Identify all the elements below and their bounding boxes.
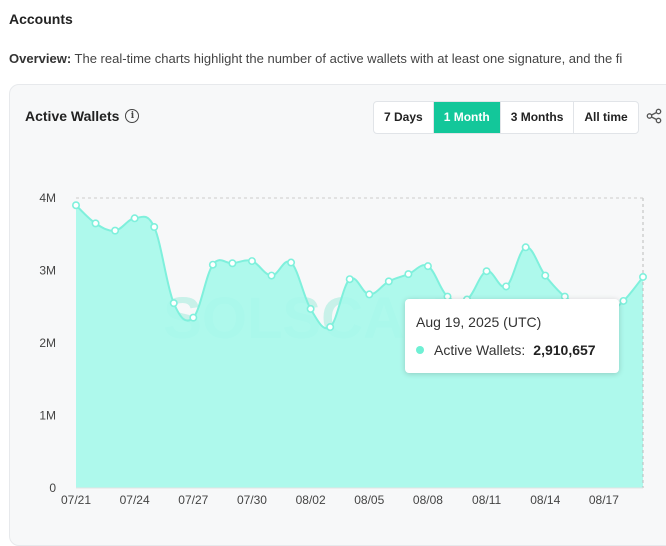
- data-point-07-22[interactable]: [91, 219, 100, 228]
- data-point-08-11[interactable]: [482, 267, 491, 276]
- range-button-1-month[interactable]: 1 Month: [433, 102, 501, 133]
- x-tick-label: 08/05: [354, 493, 384, 507]
- data-point-07-27[interactable]: [189, 313, 198, 322]
- time-range-selector: 7 Days 1 Month 3 Months All time: [373, 101, 639, 134]
- data-point-07-31[interactable]: [267, 271, 276, 280]
- data-point-07-24[interactable]: [130, 214, 139, 223]
- range-button-3-months[interactable]: 3 Months: [501, 102, 575, 133]
- series-marker-icon: [416, 346, 424, 354]
- data-point-07-26[interactable]: [169, 299, 178, 308]
- y-tick-label: 0: [49, 481, 56, 495]
- x-tick-label: 08/11: [472, 493, 501, 507]
- overview-label: Overview:: [9, 51, 72, 66]
- data-point-08-05[interactable]: [365, 290, 374, 299]
- chart-tooltip: Aug 19, 2025 (UTC) Active Wallets: 2,910…: [405, 299, 619, 373]
- data-point-08-04[interactable]: [345, 275, 354, 284]
- area-chart: SOLSCAN01M2M3M4M07/2107/2407/2707/3008/0…: [39, 191, 647, 507]
- x-tick-label: 08/08: [413, 493, 443, 507]
- x-tick-label: 07/24: [120, 493, 150, 507]
- x-tick-label: 08/14: [530, 493, 560, 507]
- range-button-7-days[interactable]: 7 Days: [374, 102, 434, 133]
- data-point-08-03[interactable]: [326, 323, 335, 332]
- card-title: Active Wallets i: [25, 108, 140, 124]
- data-point-08-19[interactable]: [638, 272, 647, 281]
- y-tick-label: 4M: [39, 191, 56, 205]
- x-tick-label: 07/21: [61, 493, 91, 507]
- data-point-07-28[interactable]: [208, 260, 217, 269]
- card-title-text: Active Wallets: [25, 108, 120, 124]
- data-point-08-18[interactable]: [619, 296, 628, 305]
- x-tick-label: 07/30: [237, 493, 267, 507]
- range-button-all-time[interactable]: All time: [584, 110, 628, 124]
- data-point-07-25[interactable]: [150, 223, 159, 232]
- overview-description: The real-time charts highlight the numbe…: [74, 51, 623, 66]
- tooltip-series-label: Active Wallets:: [434, 342, 526, 358]
- data-point-08-08[interactable]: [423, 262, 432, 271]
- x-tick-label: 08/17: [589, 493, 619, 507]
- tooltip-value: 2,910,657: [533, 342, 596, 358]
- series-area: [76, 205, 643, 488]
- data-point-08-13[interactable]: [521, 243, 530, 252]
- data-point-08-07[interactable]: [404, 270, 413, 279]
- data-point-08-01[interactable]: [287, 258, 296, 267]
- x-tick-label: 07/27: [178, 493, 208, 507]
- data-point-08-06[interactable]: [384, 277, 393, 286]
- data-point-08-14[interactable]: [541, 271, 550, 280]
- overview-text: Overview: The real-time charts highlight…: [9, 51, 622, 66]
- data-point-07-23[interactable]: [111, 226, 120, 235]
- share-icon[interactable]: [646, 108, 662, 124]
- tooltip-date: Aug 19, 2025 (UTC): [416, 314, 542, 330]
- data-point-07-21[interactable]: [72, 201, 81, 210]
- info-icon[interactable]: i: [125, 109, 140, 123]
- x-tick-label: 08/02: [296, 493, 326, 507]
- y-tick-label: 1M: [39, 409, 56, 423]
- section-title: Accounts: [9, 11, 73, 27]
- data-point-07-30[interactable]: [247, 257, 256, 266]
- y-tick-label: 2M: [39, 336, 56, 350]
- data-point-08-12[interactable]: [502, 282, 511, 291]
- data-point-07-29[interactable]: [228, 259, 237, 268]
- data-point-08-02[interactable]: [306, 304, 315, 313]
- y-tick-label: 3M: [39, 264, 56, 278]
- tooltip-row: Active Wallets: 2,910,657: [416, 342, 596, 358]
